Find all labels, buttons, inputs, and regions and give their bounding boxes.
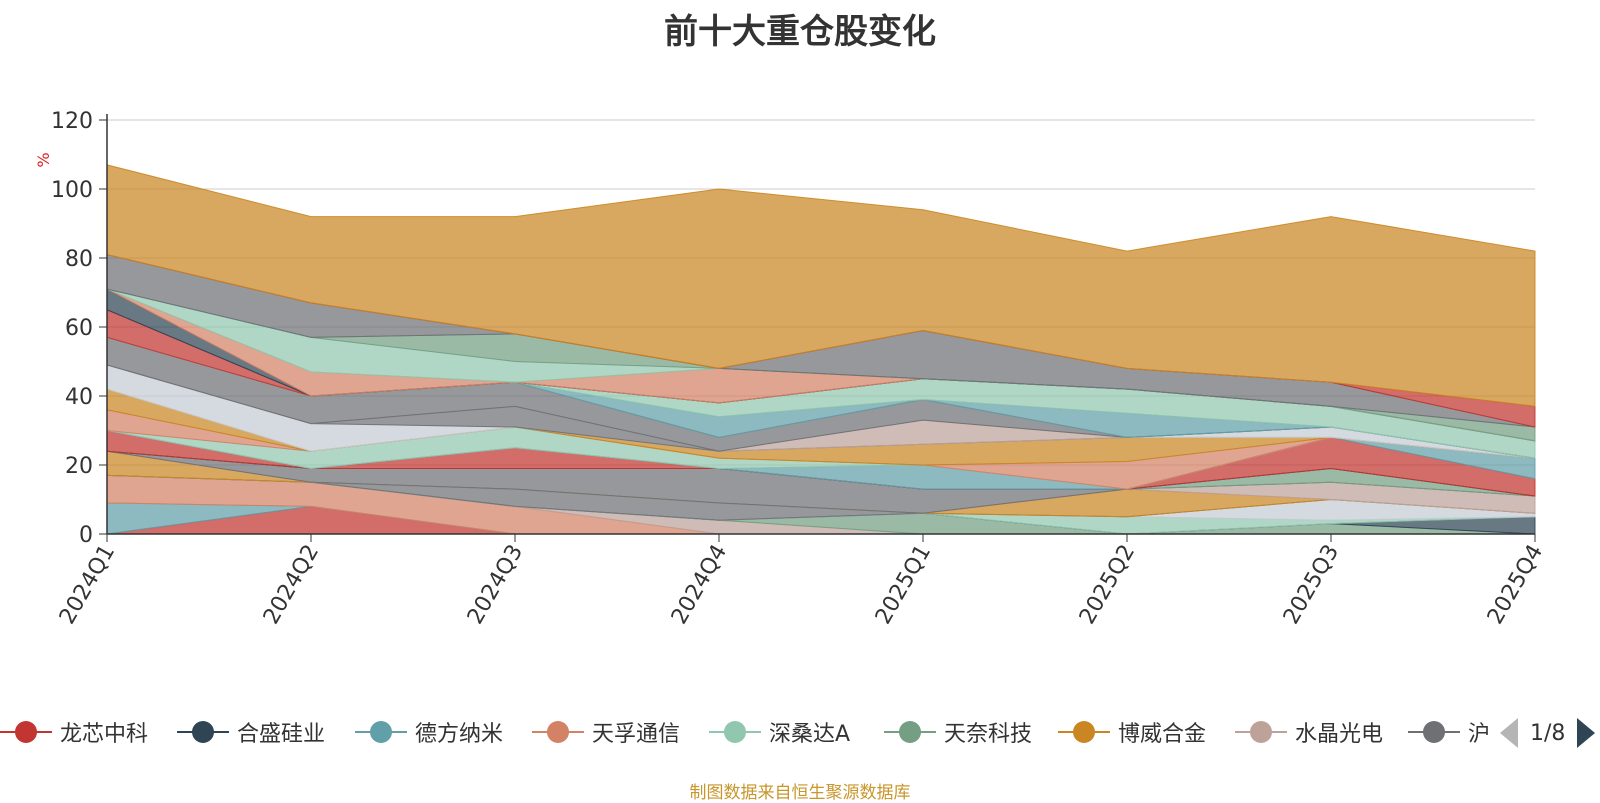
pager-prev-icon[interactable] bbox=[1500, 718, 1518, 748]
legend-marker-icon bbox=[177, 717, 229, 747]
legend-item[interactable]: 深桑达A bbox=[709, 712, 850, 752]
pager-status: 1/8 bbox=[1530, 720, 1566, 746]
legend-label: 沪 bbox=[1468, 722, 1490, 747]
legend-label: 博威合金 bbox=[1118, 722, 1207, 747]
legend-marker-icon bbox=[0, 717, 52, 747]
legend-item[interactable]: 博威合金 bbox=[1058, 712, 1206, 752]
area-series-group bbox=[106, 164, 1536, 535]
legend-label: 天孚通信 bbox=[592, 722, 681, 747]
legend-marker-icon bbox=[884, 717, 936, 747]
x-tick-label: 2024Q3 bbox=[463, 541, 528, 629]
legend-label: 深桑达A bbox=[769, 722, 851, 747]
y-axis-label: % bbox=[34, 152, 53, 167]
legend-marker-icon bbox=[532, 717, 584, 747]
x-tick-label: 2025Q1 bbox=[871, 541, 936, 629]
x-tick-label: 2024Q2 bbox=[259, 541, 324, 629]
y-tick-label: 20 bbox=[65, 454, 93, 479]
legend-label: 天奈科技 bbox=[944, 722, 1033, 747]
legend-marker-icon bbox=[1235, 717, 1287, 747]
x-tick-label: 2024Q1 bbox=[55, 541, 120, 629]
legend-item[interactable]: 沪 bbox=[1408, 712, 1490, 752]
legend-marker-icon bbox=[1408, 717, 1460, 747]
x-tick-label: 2025Q2 bbox=[1075, 541, 1140, 629]
y-tick-label: 80 bbox=[65, 247, 93, 272]
legend-item[interactable]: 德方纳米 bbox=[355, 712, 503, 752]
legend-label: 合盛硅业 bbox=[237, 722, 326, 747]
legend-item[interactable]: 天奈科技 bbox=[884, 712, 1032, 752]
legend-marker-icon bbox=[709, 717, 761, 747]
legend-item[interactable]: 龙芯中科 bbox=[0, 712, 148, 752]
area-layer bbox=[106, 164, 1536, 407]
legend-item[interactable]: 水晶光电 bbox=[1235, 712, 1383, 752]
legend-item[interactable]: 天孚通信 bbox=[532, 712, 680, 752]
y-tick-label: 100 bbox=[51, 178, 93, 203]
legend-item[interactable]: 合盛硅业 bbox=[177, 712, 325, 752]
y-tick-label: 0 bbox=[79, 523, 93, 548]
y-tick-label: 120 bbox=[51, 109, 93, 134]
x-tick-label: 2025Q4 bbox=[1483, 541, 1548, 629]
source-note: 制图数据来自恒生聚源数据库 bbox=[689, 783, 911, 803]
y-tick-label: 40 bbox=[65, 385, 93, 410]
legend-marker-icon bbox=[1058, 717, 1110, 747]
legend-pager: 1/8 bbox=[1500, 715, 1596, 751]
legend-label: 龙芯中科 bbox=[60, 722, 149, 747]
legend-label: 水晶光电 bbox=[1295, 722, 1384, 747]
legend: 龙芯中科 合盛硅业 德方纳米 天孚通信 深桑达A 天奈科技 博威合金 水晶光电 沪 bbox=[0, 712, 1490, 752]
legend-label: 德方纳米 bbox=[415, 722, 504, 747]
chart-title: 前十大重仓股变化 bbox=[664, 12, 936, 52]
y-tick-label: 60 bbox=[65, 316, 93, 341]
legend-marker-icon bbox=[355, 717, 407, 747]
stacked-area-chart: 0 20 40 60 80 100 120 2024Q1 2024Q2 2024Q3 2024Q4 2… bbox=[34, 109, 1548, 629]
pager-next-icon[interactable] bbox=[1577, 718, 1596, 748]
x-tick-label: 2024Q4 bbox=[667, 541, 732, 629]
x-tick-label: 2025Q3 bbox=[1279, 541, 1344, 629]
